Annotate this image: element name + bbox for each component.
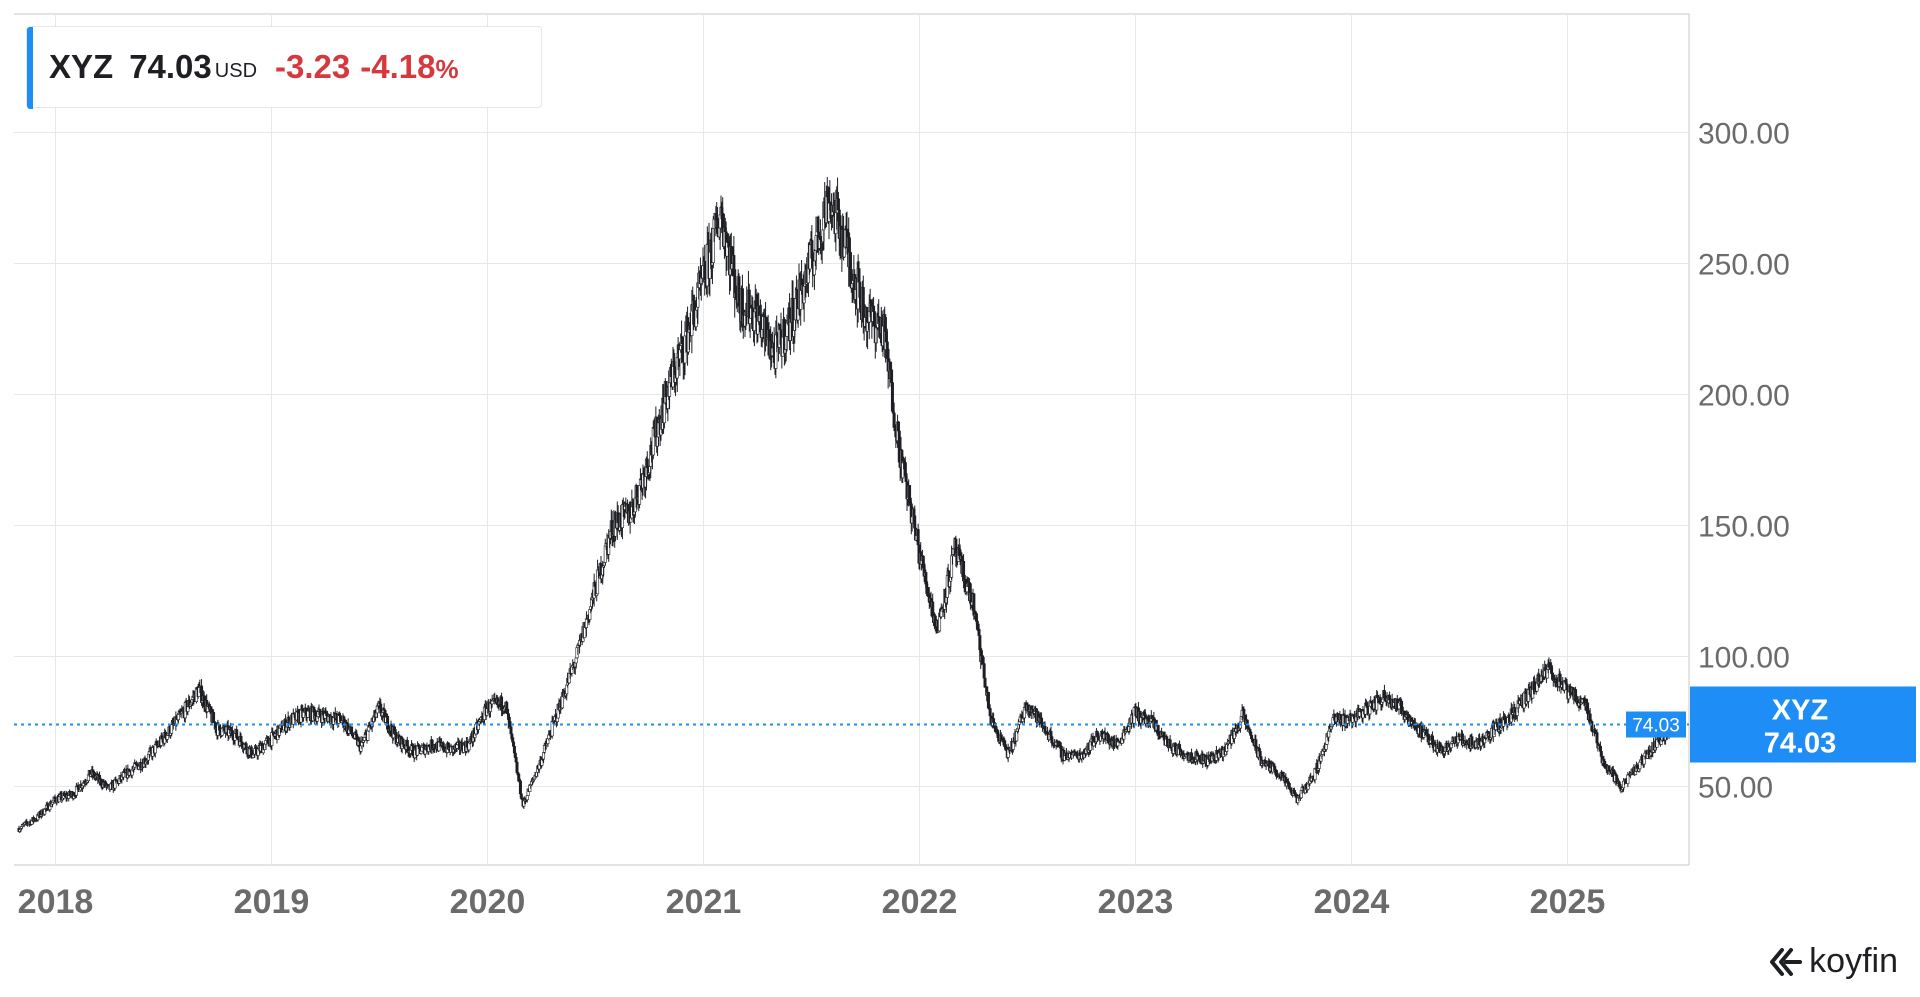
candle-body (992, 718, 996, 723)
candle-body (748, 317, 752, 325)
candle-body (417, 745, 421, 750)
grid-layer (14, 13, 1690, 866)
y-tick-label: 50.00 (1698, 772, 1773, 805)
candle-body (239, 735, 243, 743)
x-tick-label: 2021 (666, 883, 742, 921)
candle-body (176, 714, 180, 721)
price-change-percent: -4.18% (360, 48, 458, 86)
y-tick-label: 150.00 (1698, 511, 1790, 544)
price-series (17, 177, 1685, 834)
candle-body (836, 198, 840, 211)
x-tick-label: 2018 (18, 883, 94, 921)
candle-body (1248, 728, 1252, 733)
candle-body (555, 717, 559, 722)
candle-body (281, 729, 285, 733)
price-change-percent-value: -4.18 (360, 48, 436, 85)
last-price: 74.03 (129, 48, 212, 85)
percent-sign: % (435, 54, 459, 84)
candle-body (1602, 758, 1606, 762)
candle-body (662, 402, 666, 424)
candle-body (186, 706, 190, 712)
candle-body (1381, 698, 1385, 703)
candle-body (939, 610, 943, 618)
candle-body (441, 742, 445, 751)
ticker-symbol: XYZ (49, 48, 114, 85)
price-change: -3.23 (275, 48, 351, 85)
x-tick-label: 2022 (882, 883, 958, 921)
candle-body (977, 628, 981, 636)
y-tick-label: 100.00 (1698, 642, 1790, 675)
series-color-bar (27, 27, 33, 109)
candle-body (1626, 774, 1630, 784)
candle-body (362, 737, 366, 741)
candle-body (1638, 761, 1642, 770)
y-tick-label: 200.00 (1698, 380, 1790, 413)
candle-body (1586, 702, 1590, 714)
candle-body (165, 735, 169, 740)
koyfin-brand[interactable]: koyfin (1769, 942, 1898, 981)
x-tick-label: 2020 (450, 883, 526, 921)
candle-body (999, 734, 1003, 741)
currency-label: USD (214, 59, 258, 82)
last-price-tag (1626, 711, 1686, 738)
candle-body (988, 708, 992, 717)
candle-body (218, 724, 222, 731)
candle-body (858, 281, 862, 298)
x-tick-label: 2025 (1530, 883, 1606, 921)
koyfin-logo-icon (1770, 947, 1803, 976)
last-price-tag-label: 74.03 (1632, 716, 1680, 737)
candle-body (500, 696, 504, 711)
brand-name: koyfin (1809, 942, 1898, 980)
candle-body (924, 572, 928, 585)
candle-body (170, 724, 174, 734)
candle-body (584, 618, 588, 628)
axis-price-label-symbol: XYZ (1772, 695, 1828, 727)
x-tick-label: 2024 (1314, 883, 1390, 921)
candle-body (366, 730, 370, 741)
x-tick-label: 2023 (1098, 883, 1174, 921)
axis-price-label (1690, 686, 1916, 763)
candle-body (511, 737, 515, 743)
candle-body (1049, 731, 1053, 737)
candle-body (975, 620, 979, 625)
candle-body (1595, 732, 1599, 744)
ticker-header[interactable]: XYZ 74.03 USD -3.23 -4.18% (26, 26, 542, 109)
y-tick-label: 250.00 (1698, 249, 1790, 282)
candle-body (419, 750, 423, 754)
candle-body (525, 795, 529, 801)
candle-body (1327, 730, 1331, 738)
x-tick-label: 2019 (234, 883, 310, 921)
candle-body (509, 726, 513, 735)
y-tick-label: 300.00 (1698, 118, 1790, 151)
candle-body (512, 746, 516, 754)
candle-body (506, 708, 510, 714)
axis-price-label-value: 74.03 (1764, 728, 1837, 760)
candle-body (235, 729, 239, 739)
axes: 300.00 250.00 200.00 150.00 100.00 50.00 2018 2… (18, 118, 1790, 922)
